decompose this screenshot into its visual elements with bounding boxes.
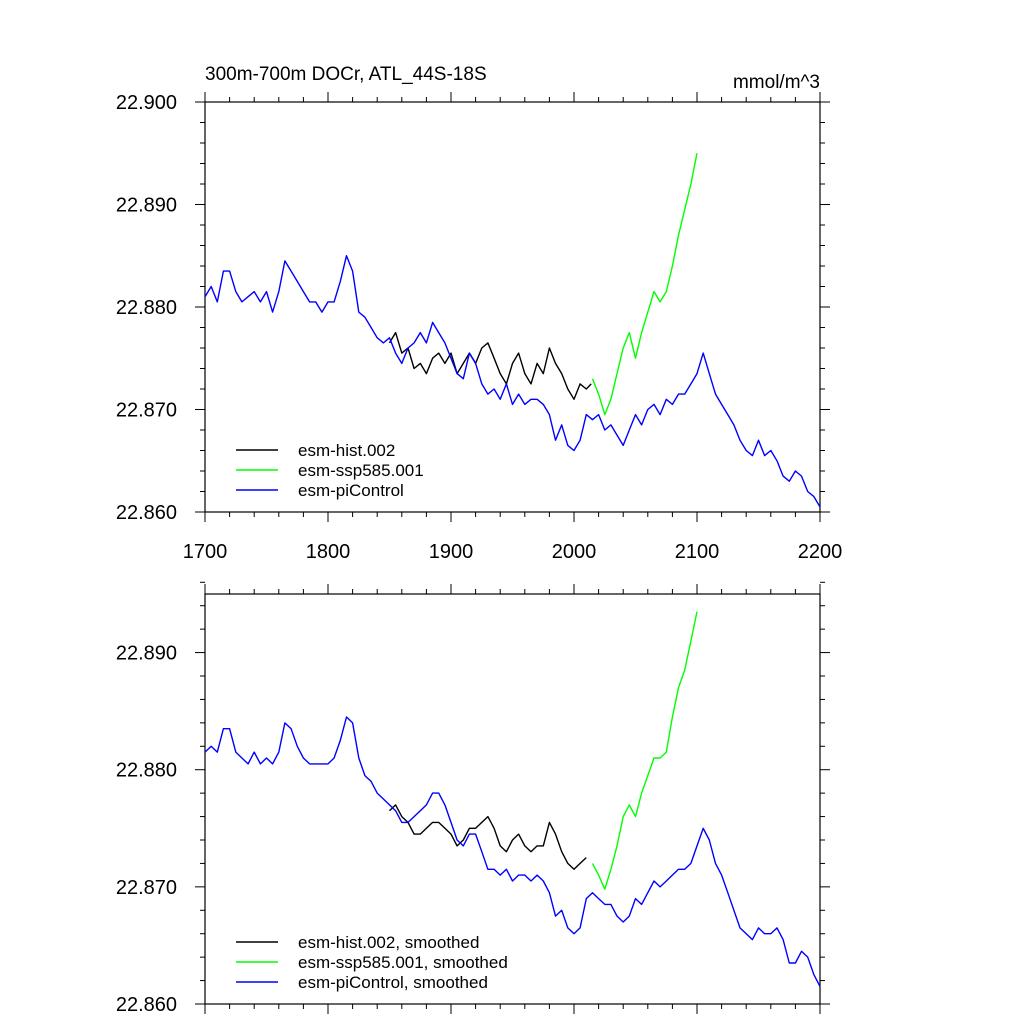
x-tick-label: 1900 (429, 541, 474, 563)
chart-panel-1: 1700 1800 1900 2000 2100 2200 22.860 22.870 22.8… (116, 64, 842, 563)
series-line-1 (388, 331, 592, 400)
legend-label: esm-hist.002 (298, 441, 395, 460)
series-line-2 (591, 611, 698, 890)
legend-label: esm-ssp585.001 (298, 461, 424, 480)
legend-label: esm-ssp585.001, smoothed (298, 953, 508, 972)
legend-label: esm-hist.002, smoothed (298, 933, 479, 952)
series-line-2 (591, 153, 698, 416)
series-line-3 (204, 716, 821, 987)
series-line-3 (204, 254, 821, 508)
units-label: mmol/m^3 (733, 72, 820, 93)
y-tick-label: 22.900 (116, 92, 177, 114)
x-tick-label: 2200 (798, 541, 843, 563)
x-tick-label: 1700 (183, 541, 228, 563)
legend-label: esm-piControl (298, 481, 404, 500)
chart-panel-2: 22.860 22.870 22.880 22.890 esm-hist.002, sm… (116, 581, 830, 1016)
plot-frame (204, 593, 821, 1005)
y-tick-label: 22.890 (116, 195, 177, 217)
y-tick-label: 22.870 (116, 877, 177, 899)
y-tick-label: 22.890 (116, 643, 177, 665)
x-tick-label: 2000 (552, 541, 597, 563)
y-tick-label: 22.870 (116, 400, 177, 422)
y-tick-label: 22.880 (116, 760, 177, 782)
series-line-1 (389, 804, 587, 870)
y-tick-label: 22.880 (116, 297, 177, 319)
x-tick-label: 1800 (306, 541, 351, 563)
x-tick-label: 2100 (675, 541, 720, 563)
y-tick-label: 22.860 (116, 502, 177, 524)
legend-label: esm-piControl, smoothed (298, 973, 488, 992)
y-tick-label: 22.860 (116, 994, 177, 1016)
chart-title: 300m-700m DOCr, ATL_44S-18S (205, 64, 487, 85)
